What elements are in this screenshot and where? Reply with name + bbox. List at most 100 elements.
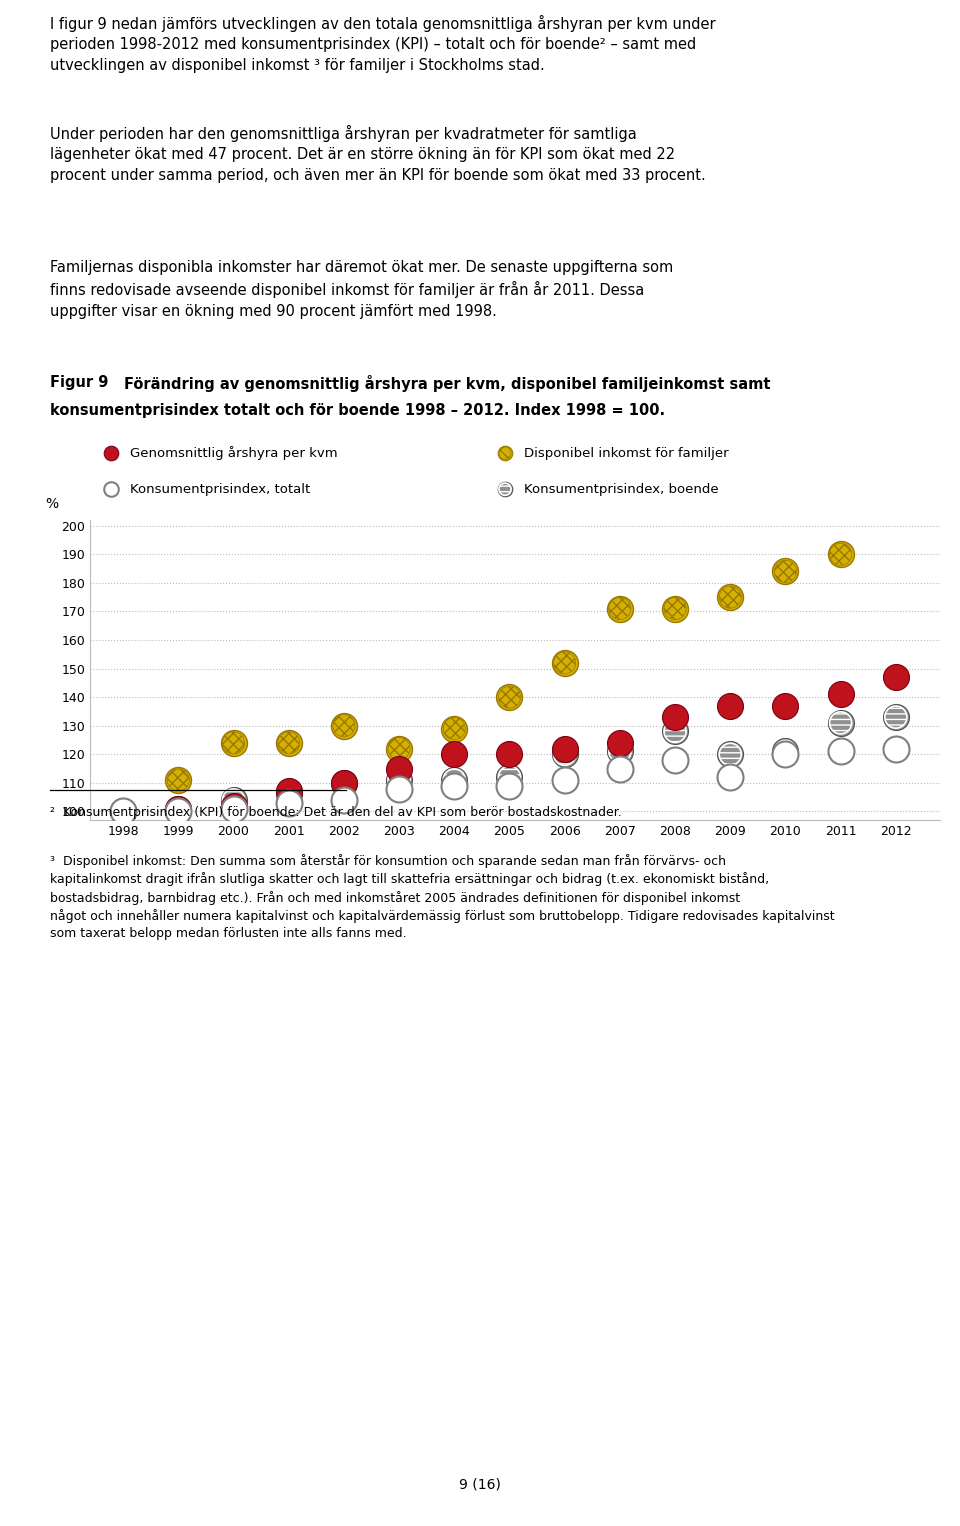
Point bbox=[171, 768, 186, 792]
Text: ³  Disponibel inkomst: Den summa som återstår för konsumtion och sparande sedan : ³ Disponibel inkomst: Den summa som åter… bbox=[50, 855, 834, 940]
Point bbox=[281, 783, 297, 807]
Point bbox=[667, 748, 683, 772]
Point bbox=[667, 597, 683, 621]
Point bbox=[778, 739, 793, 763]
Point bbox=[502, 765, 517, 789]
Point bbox=[686, 32, 702, 56]
Point bbox=[226, 787, 241, 812]
Point bbox=[171, 768, 186, 792]
Point bbox=[392, 737, 407, 761]
Point bbox=[502, 765, 517, 789]
Point bbox=[833, 682, 849, 707]
Text: I figur 9 nedan jämförs utvecklingen av den totala genomsnittliga årshyran per k: I figur 9 nedan jämförs utvecklingen av … bbox=[50, 15, 715, 73]
Point bbox=[833, 711, 849, 736]
Point bbox=[723, 742, 738, 766]
Point bbox=[392, 768, 407, 792]
Point bbox=[226, 731, 241, 755]
Point bbox=[281, 783, 297, 807]
Point bbox=[446, 768, 462, 792]
Text: Familjernas disponibla inkomster har däremot ökat mer. De senaste uppgifterna so: Familjernas disponibla inkomster har där… bbox=[50, 259, 673, 319]
Point bbox=[667, 719, 683, 743]
Text: Konsumentprisindex, boende: Konsumentprisindex, boende bbox=[524, 482, 719, 496]
Point bbox=[171, 797, 186, 821]
Point bbox=[281, 731, 297, 755]
Point bbox=[888, 737, 903, 761]
Point bbox=[888, 705, 903, 729]
Point bbox=[502, 685, 517, 710]
Point bbox=[686, 360, 702, 385]
Point bbox=[336, 714, 351, 739]
Point bbox=[557, 650, 572, 674]
Point bbox=[502, 742, 517, 766]
Point bbox=[557, 742, 572, 766]
Point bbox=[557, 737, 572, 761]
Point bbox=[888, 665, 903, 690]
Point bbox=[281, 780, 297, 804]
Point bbox=[226, 787, 241, 812]
Point bbox=[446, 716, 462, 740]
Point bbox=[115, 800, 131, 824]
Point bbox=[502, 774, 517, 798]
Text: Konsumentprisindex, totalt: Konsumentprisindex, totalt bbox=[130, 482, 310, 496]
Point bbox=[336, 771, 351, 795]
Text: Förändring av genomsnittlig årshyra per kvm, disponibel familjeinkomst samt: Förändring av genomsnittlig årshyra per … bbox=[124, 375, 771, 392]
Point bbox=[115, 800, 131, 824]
Point bbox=[778, 693, 793, 717]
Point bbox=[336, 787, 351, 812]
Text: Figur 9: Figur 9 bbox=[50, 375, 108, 391]
Text: ²  Konsumentprisindex (KPI) för boende: Det är den del av KPI som berör bostadsk: ² Konsumentprisindex (KPI) för boende: D… bbox=[50, 806, 622, 819]
Point bbox=[115, 800, 131, 824]
Point bbox=[171, 800, 186, 824]
Point bbox=[723, 693, 738, 717]
Point bbox=[833, 711, 849, 736]
Point bbox=[446, 742, 462, 766]
Point bbox=[281, 790, 297, 815]
Point bbox=[171, 797, 186, 821]
Point bbox=[392, 737, 407, 761]
Point bbox=[612, 757, 628, 781]
Text: 9 (16): 9 (16) bbox=[459, 1479, 501, 1492]
Y-axis label: %: % bbox=[45, 497, 59, 511]
Point bbox=[446, 774, 462, 798]
Point bbox=[336, 771, 351, 795]
Point bbox=[115, 800, 131, 824]
Point bbox=[667, 705, 683, 729]
Point bbox=[723, 584, 738, 609]
Point bbox=[281, 731, 297, 755]
Point bbox=[115, 800, 131, 824]
Point bbox=[557, 768, 572, 792]
Point bbox=[336, 714, 351, 739]
Point bbox=[612, 597, 628, 621]
Point bbox=[833, 542, 849, 566]
Point bbox=[778, 742, 793, 766]
Point bbox=[226, 797, 241, 821]
Point bbox=[723, 765, 738, 789]
Point bbox=[171, 797, 186, 821]
Point bbox=[723, 742, 738, 766]
Point bbox=[392, 768, 407, 792]
Point bbox=[336, 771, 351, 795]
Point bbox=[778, 559, 793, 583]
Point bbox=[667, 719, 683, 743]
Point bbox=[888, 705, 903, 729]
Point bbox=[612, 597, 628, 621]
Point bbox=[502, 685, 517, 710]
Point bbox=[557, 742, 572, 766]
Point bbox=[392, 777, 407, 801]
Point bbox=[612, 739, 628, 763]
Point bbox=[557, 650, 572, 674]
Point bbox=[226, 794, 241, 818]
Point bbox=[115, 800, 131, 824]
Point bbox=[392, 757, 407, 781]
Point bbox=[778, 739, 793, 763]
Point bbox=[723, 584, 738, 609]
Point bbox=[612, 739, 628, 763]
Text: Under perioden har den genomsnittliga årshyran per kvadratmeter för samtliga
läg: Under perioden har den genomsnittliga år… bbox=[50, 125, 706, 183]
Text: Disponibel inkomst för familjer: Disponibel inkomst för familjer bbox=[524, 447, 729, 459]
Point bbox=[778, 559, 793, 583]
Text: konsumentprisindex totalt och för boende 1998 – 2012. Index 1998 = 100.: konsumentprisindex totalt och för boende… bbox=[50, 403, 665, 418]
Point bbox=[446, 768, 462, 792]
Point bbox=[833, 739, 849, 763]
Point bbox=[833, 542, 849, 566]
Point bbox=[446, 716, 462, 740]
